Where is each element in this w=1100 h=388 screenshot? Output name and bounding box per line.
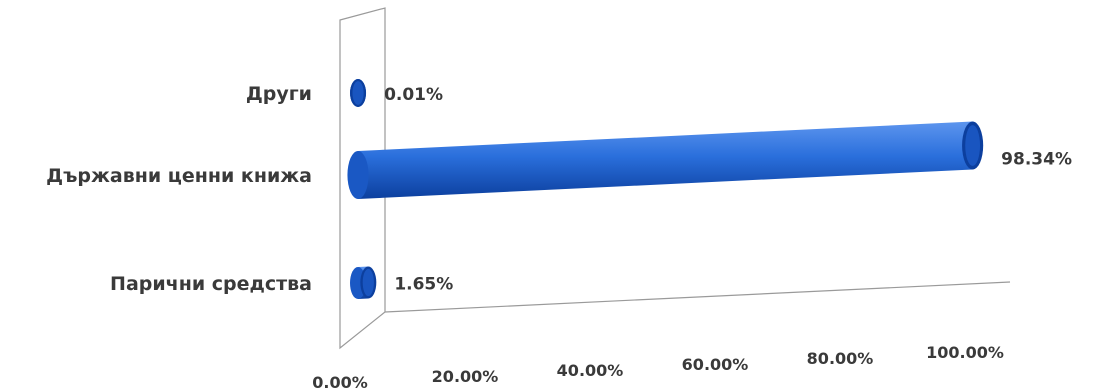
x-tick-label: 80.00% (807, 349, 874, 368)
x-tick-label: 100.00% (926, 343, 1004, 362)
bar-1 (358, 121, 973, 199)
category-label: Държавни ценни книжа (46, 165, 312, 187)
chart-floor-line (385, 282, 1010, 312)
category-label: Парични средства (110, 273, 312, 295)
data-label: 0.01% (384, 85, 443, 105)
data-label: 98.34% (1001, 149, 1072, 169)
x-tick-label: 0.00% (312, 373, 368, 388)
bar-end-cap-highlight (352, 81, 363, 105)
bar-end-cap-highlight (965, 125, 980, 166)
bar-end-cap-highlight (363, 269, 374, 296)
data-label: 1.65% (394, 275, 453, 295)
chart-bars (347, 79, 983, 299)
x-tick-label: 40.00% (557, 361, 624, 380)
category-label: Други (246, 83, 312, 105)
x-tick-label: 60.00% (682, 355, 749, 374)
bar-left-cap (347, 151, 368, 199)
x-tick-label: 20.00% (432, 367, 499, 386)
